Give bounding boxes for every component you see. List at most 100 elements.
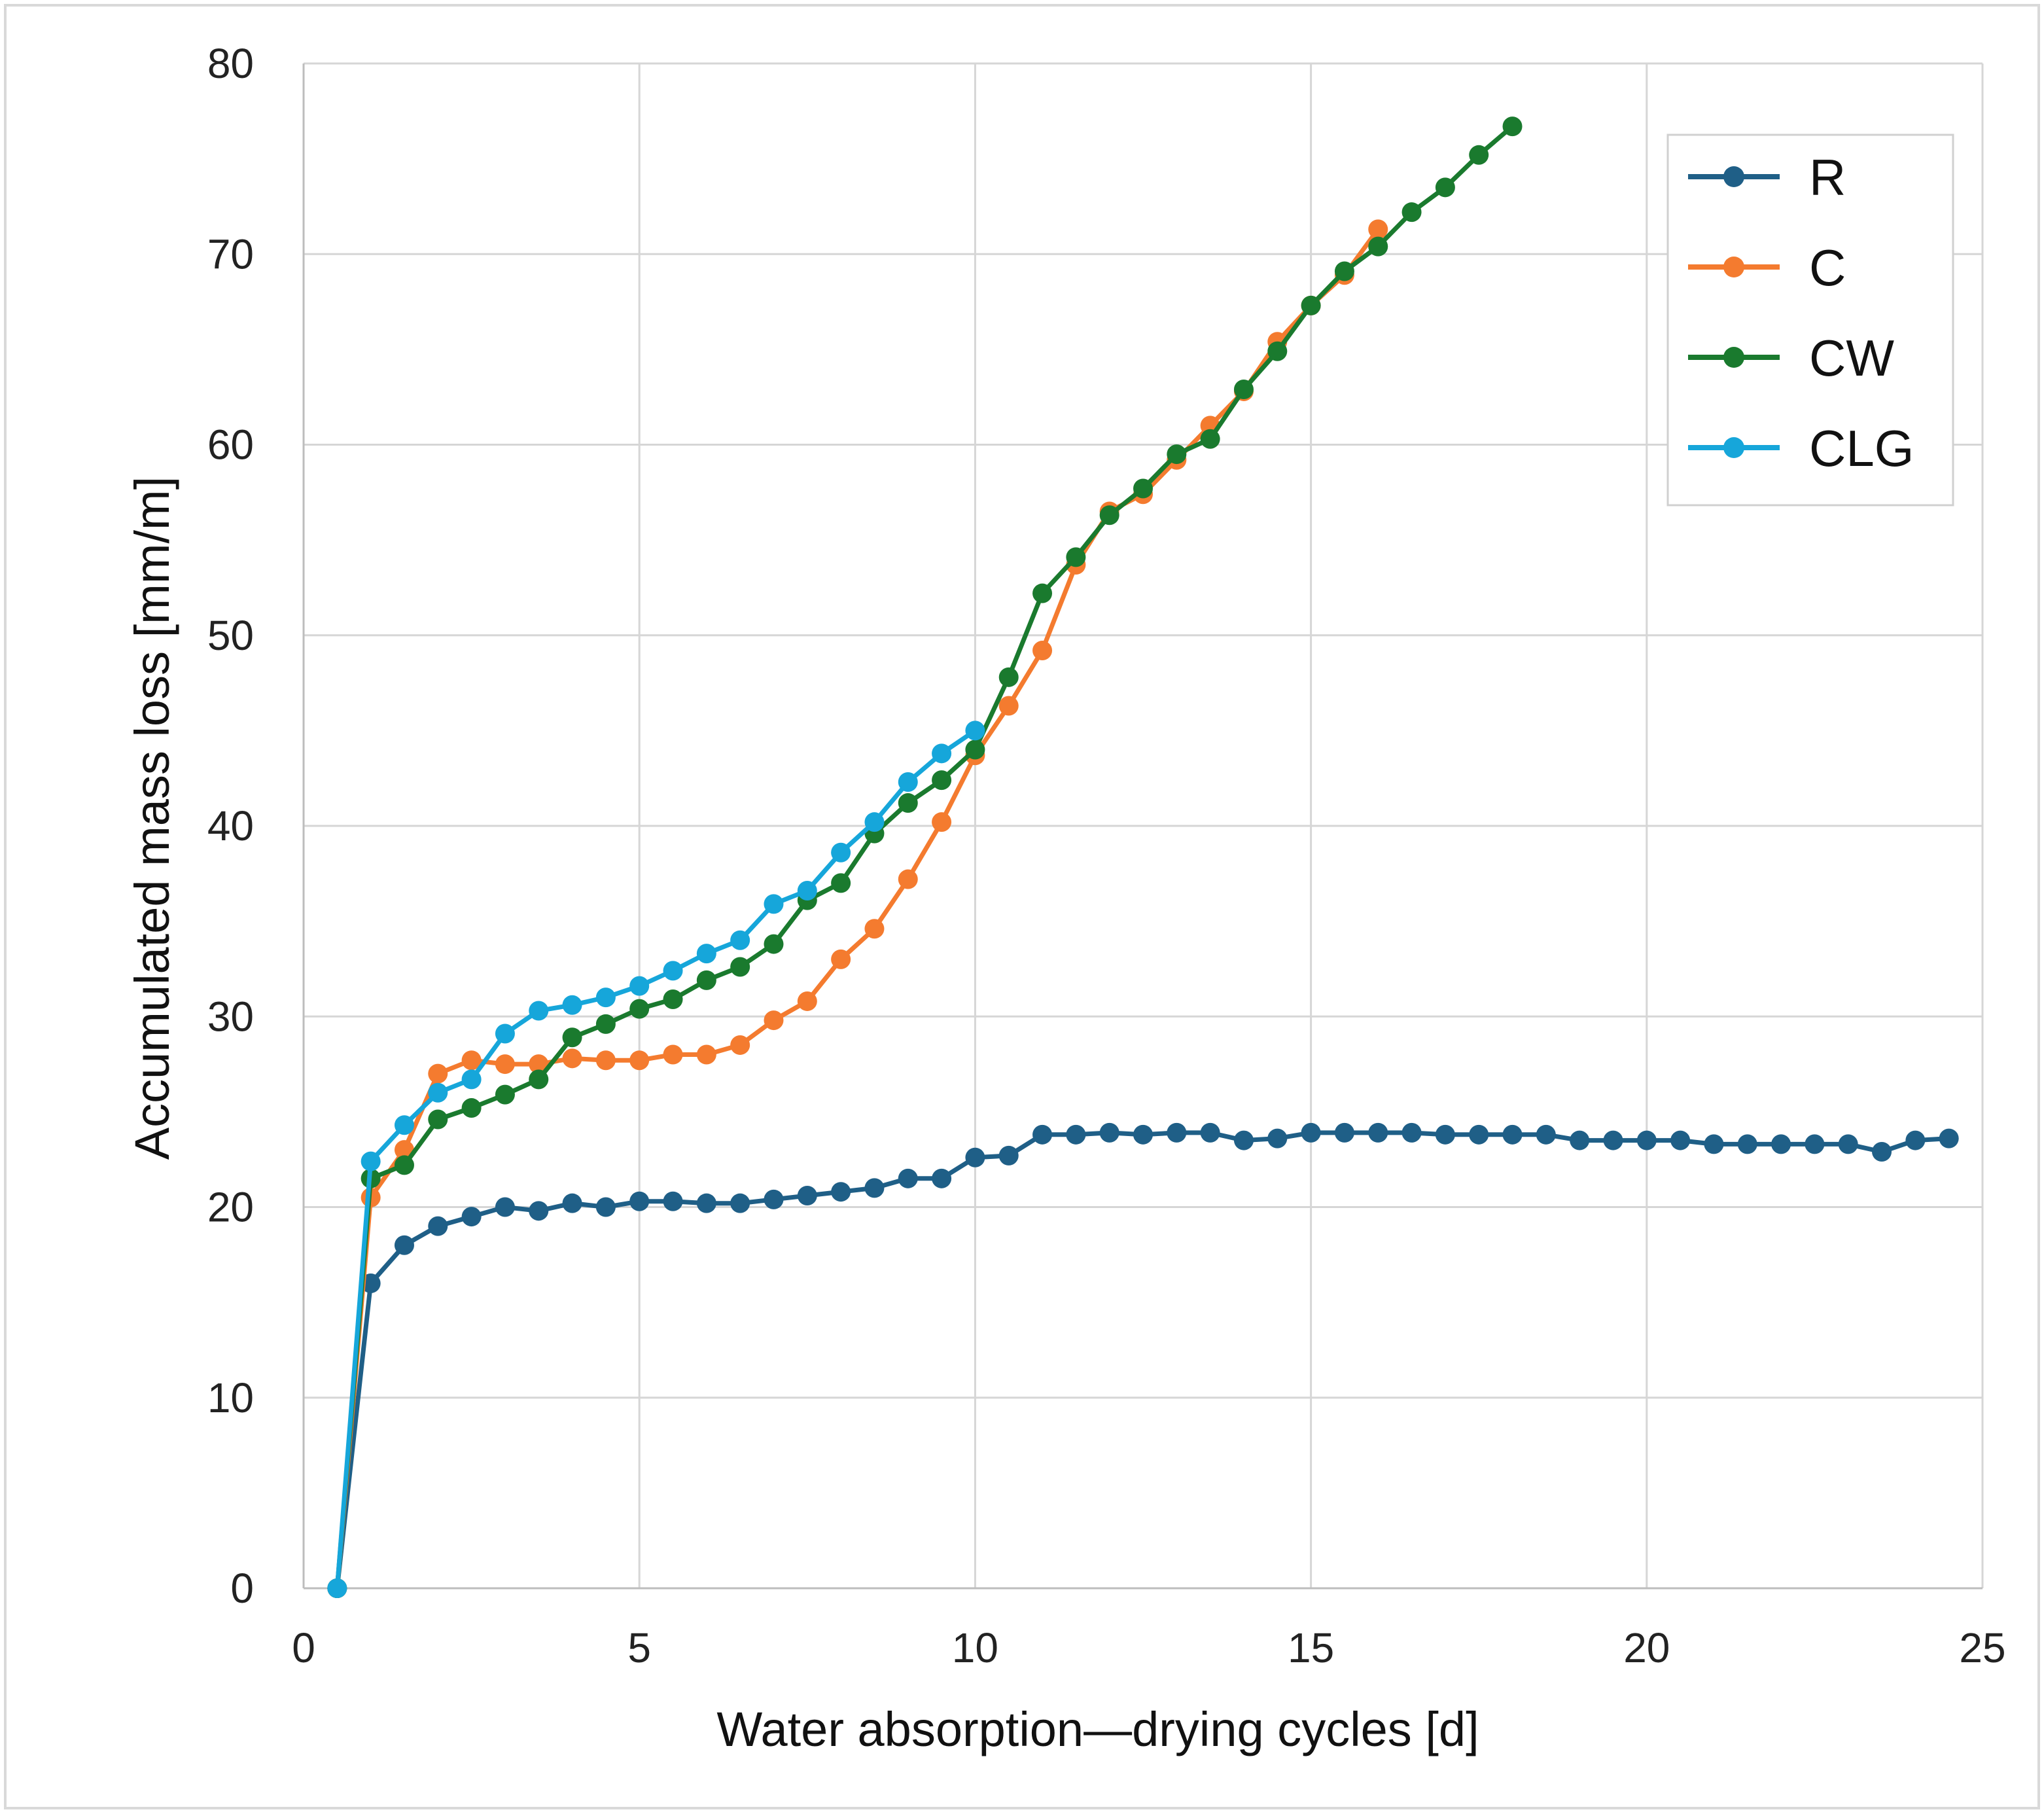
data-point-cw (1099, 505, 1119, 525)
data-point-r (1939, 1128, 1959, 1148)
y-tick-label: 40 (207, 802, 254, 849)
legend-label: CLG (1809, 419, 1914, 477)
data-point-c (696, 1044, 716, 1065)
legend-label: R (1809, 149, 1846, 206)
legend-box (1666, 134, 1954, 507)
data-point-clg (932, 743, 952, 764)
data-point-c (831, 949, 851, 969)
data-point-cw (629, 999, 650, 1019)
data-point-c (932, 812, 952, 832)
series-c (327, 219, 1388, 1598)
data-point-r (1233, 1130, 1254, 1150)
data-point-r (1737, 1134, 1757, 1154)
legend-swatch-marker (1723, 257, 1744, 277)
data-point-cw (1267, 341, 1288, 361)
data-point-r (965, 1147, 985, 1167)
data-point-c (1032, 641, 1053, 661)
data-point-c (428, 1063, 448, 1084)
data-point-clg (327, 1578, 347, 1598)
data-point-r (1267, 1128, 1288, 1148)
data-point-r (1469, 1124, 1489, 1145)
data-point-c (529, 1054, 549, 1075)
plot-axes (302, 63, 1982, 1590)
y-tick-label: 30 (207, 993, 254, 1040)
data-point-r (1670, 1130, 1691, 1150)
x-tick-label: 15 (1288, 1624, 1334, 1671)
data-point-cw (1334, 261, 1354, 281)
x-axis-ticks: 0 5 10 15 20 25 (292, 1624, 2005, 1671)
data-point-c (1368, 219, 1388, 240)
legend-label: CW (1809, 329, 1894, 387)
data-point-r (1636, 1130, 1657, 1150)
data-point-r (629, 1191, 650, 1211)
data-point-clg (595, 988, 616, 1008)
legend-item-c: C (1688, 239, 1846, 296)
data-point-cw (1233, 380, 1254, 400)
data-point-r (428, 1216, 448, 1236)
data-point-r (1066, 1124, 1086, 1145)
data-point-r (1401, 1122, 1422, 1143)
legend-item-cw: CW (1688, 329, 1894, 387)
data-point-cw (764, 934, 784, 954)
data-point-cw (898, 793, 918, 813)
data-point-r (864, 1178, 885, 1198)
series-line-clg (334, 728, 977, 1589)
data-point-cw (595, 1014, 616, 1034)
data-point-cw (1401, 202, 1422, 223)
data-point-r (461, 1207, 482, 1227)
data-point-r (1368, 1122, 1388, 1143)
data-point-cw (696, 970, 716, 990)
data-point-c (764, 1010, 784, 1031)
y-tick-label: 50 (207, 612, 254, 659)
data-point-r (1570, 1130, 1590, 1150)
data-point-cw (663, 989, 683, 1010)
data-point-r (495, 1197, 515, 1217)
data-point-r (1704, 1134, 1724, 1154)
data-point-cw (529, 1069, 549, 1090)
data-point-r (1435, 1124, 1455, 1145)
data-point-r (998, 1145, 1019, 1166)
data-point-r (1334, 1122, 1354, 1143)
data-point-r (1032, 1124, 1053, 1145)
data-point-c (730, 1035, 750, 1055)
data-point-clg (730, 930, 750, 950)
data-point-cw (998, 667, 1019, 687)
data-point-c (898, 869, 918, 889)
y-tick-label: 60 (207, 421, 254, 469)
data-point-cw (428, 1109, 448, 1130)
y-tick-label: 0 (230, 1565, 254, 1612)
data-point-r (1502, 1124, 1523, 1145)
y-tick-label: 70 (207, 230, 254, 277)
data-point-cw (932, 770, 952, 791)
series-line-c (334, 228, 1381, 1589)
data-point-r (730, 1193, 750, 1213)
data-point-r (1133, 1124, 1153, 1145)
legend-swatch-marker (1723, 347, 1744, 368)
data-point-clg (361, 1151, 381, 1171)
y-axis-title: Accumulated mass loss [mm/m] (125, 476, 179, 1160)
data-point-r (663, 1191, 683, 1211)
series-r (327, 1122, 1959, 1598)
data-point-cw (1133, 478, 1153, 499)
data-point-clg (629, 976, 650, 996)
data-point-clg (495, 1024, 515, 1044)
data-point-clg (562, 995, 582, 1015)
series-line-cw (334, 124, 1514, 1589)
data-point-cw (1200, 429, 1220, 449)
data-point-cw (965, 739, 985, 760)
data-point-clg (696, 944, 716, 964)
legend-item-clg: CLG (1688, 419, 1914, 477)
data-point-cw (1435, 177, 1455, 198)
data-point-c (629, 1050, 650, 1071)
legend-swatch-marker (1723, 166, 1744, 187)
data-point-r (529, 1201, 549, 1221)
data-point-r (898, 1168, 918, 1188)
data-point-cw (1032, 583, 1053, 603)
x-tick-label: 20 (1623, 1624, 1670, 1671)
data-point-c (998, 696, 1019, 716)
data-point-cw (1502, 116, 1523, 137)
data-point-clg (461, 1069, 482, 1090)
data-point-cw (831, 873, 851, 893)
y-tick-label: 10 (207, 1374, 254, 1421)
